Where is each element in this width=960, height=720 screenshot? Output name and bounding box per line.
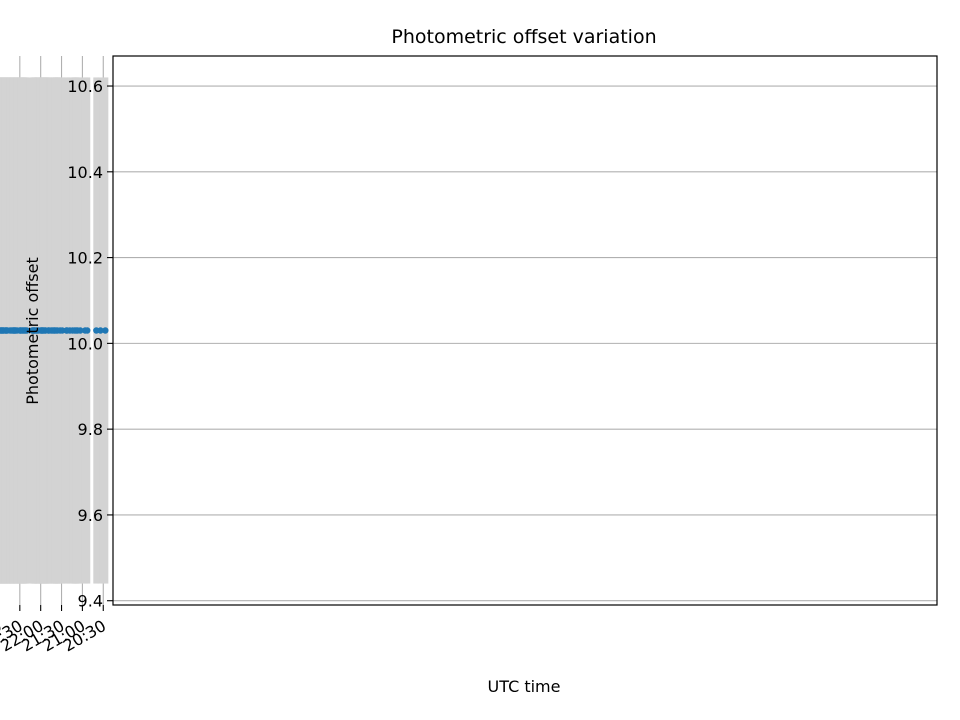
data-point bbox=[81, 327, 89, 334]
y-tick-label: 10.0 bbox=[67, 334, 103, 353]
y-tick-label: 9.8 bbox=[78, 420, 103, 439]
plot-area-frame bbox=[112, 55, 938, 606]
y-tick-label: 9.6 bbox=[78, 506, 103, 525]
data-points bbox=[0, 327, 109, 334]
data-point bbox=[0, 328, 1, 333]
y-axis-title: Photometric offset bbox=[23, 257, 42, 405]
y-tick-label: 10.2 bbox=[67, 249, 103, 268]
x-axis-title: UTC time bbox=[488, 677, 561, 696]
y-tick-label: 10.6 bbox=[67, 77, 103, 96]
data-point bbox=[102, 327, 109, 334]
y-tick-label: 10.4 bbox=[67, 163, 103, 182]
data-point bbox=[93, 327, 100, 334]
x-axis-ticks: 20:3021:0021:3022:0022:3023:0023:3000:00… bbox=[0, 605, 109, 656]
y-tick-label: 9.4 bbox=[78, 592, 103, 611]
chart-title: Photometric offset variation bbox=[391, 26, 656, 48]
y-axis-ticks: 9.4 9.6 9.8 10.0 10.2 10.4 10.6 bbox=[67, 77, 113, 611]
grid-lines bbox=[19, 56, 937, 605]
data-point bbox=[29, 327, 36, 334]
